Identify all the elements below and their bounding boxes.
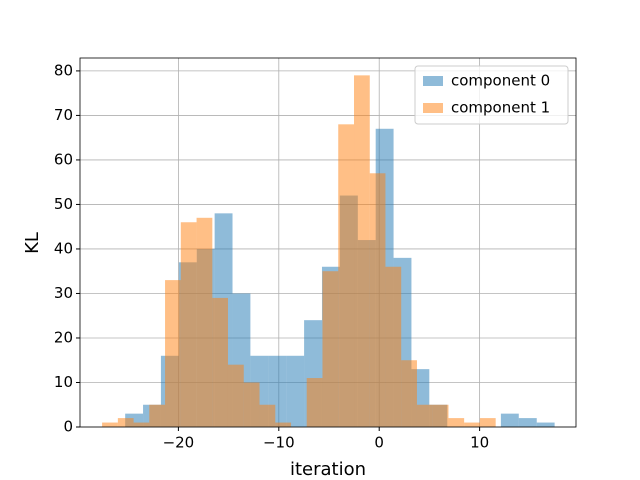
histogram-bar: [500, 413, 519, 427]
y-tick-label: 60: [54, 150, 73, 168]
legend-swatch: [423, 76, 443, 86]
x-tick-label: −20: [163, 434, 195, 452]
histogram-bar: [227, 364, 244, 427]
histogram-bar: [401, 360, 417, 427]
histogram-bar: [322, 271, 339, 427]
y-tick-label: 50: [54, 195, 73, 213]
histogram-bar: [518, 418, 537, 427]
histogram-bar: [448, 418, 465, 427]
legend: component 0 component 1: [414, 65, 569, 125]
y-tick-label: 0: [63, 418, 73, 436]
histogram-bar: [536, 422, 555, 427]
legend-label: component 1: [451, 99, 550, 117]
plot-frame: [79, 57, 577, 428]
histogram-bar: [180, 222, 197, 427]
x-tick-label: −10: [263, 434, 295, 452]
histogram-bar: [416, 404, 433, 427]
histogram-bar: [212, 297, 228, 427]
y-tick-label: 40: [54, 239, 73, 257]
histogram-bar: [464, 422, 480, 427]
histogram-bar: [117, 418, 134, 427]
y-tick-label: 80: [54, 61, 73, 79]
y-tick-label: 70: [54, 106, 73, 124]
y-tick-label: 20: [54, 328, 73, 346]
y-axis-label: KL: [22, 232, 43, 254]
histogram-bar: [306, 378, 323, 427]
histogram-bar: [133, 422, 150, 427]
x-tick-label: 10: [470, 434, 489, 452]
histogram-bar: [243, 382, 260, 427]
x-tick-label: 0: [374, 434, 384, 452]
legend-swatch: [423, 103, 443, 113]
y-tick-label: 10: [54, 373, 73, 391]
histogram-bar: [196, 217, 213, 427]
histogram-bar: [259, 404, 276, 427]
histogram-bar: [385, 266, 402, 427]
histogram-bar: [286, 355, 305, 427]
ticks: −20 −10 0 10 0 10 20 30 40 50 60 70 80: [54, 61, 489, 451]
histogram-bar: [165, 280, 181, 427]
x-axis-label: iteration: [290, 459, 366, 480]
histogram-bar: [338, 124, 355, 427]
bars: [102, 75, 555, 427]
legend-box: [414, 65, 569, 125]
histogram-bar: [432, 404, 449, 427]
y-tick-label: 30: [54, 284, 73, 302]
histogram-bar: [479, 418, 496, 427]
histogram-bar: [275, 422, 292, 427]
histogram-bar: [102, 422, 118, 427]
histogram-bar: [149, 404, 166, 427]
histogram-bar: [369, 173, 386, 427]
legend-label: component 0: [451, 72, 550, 90]
histogram-bar: [354, 75, 370, 427]
